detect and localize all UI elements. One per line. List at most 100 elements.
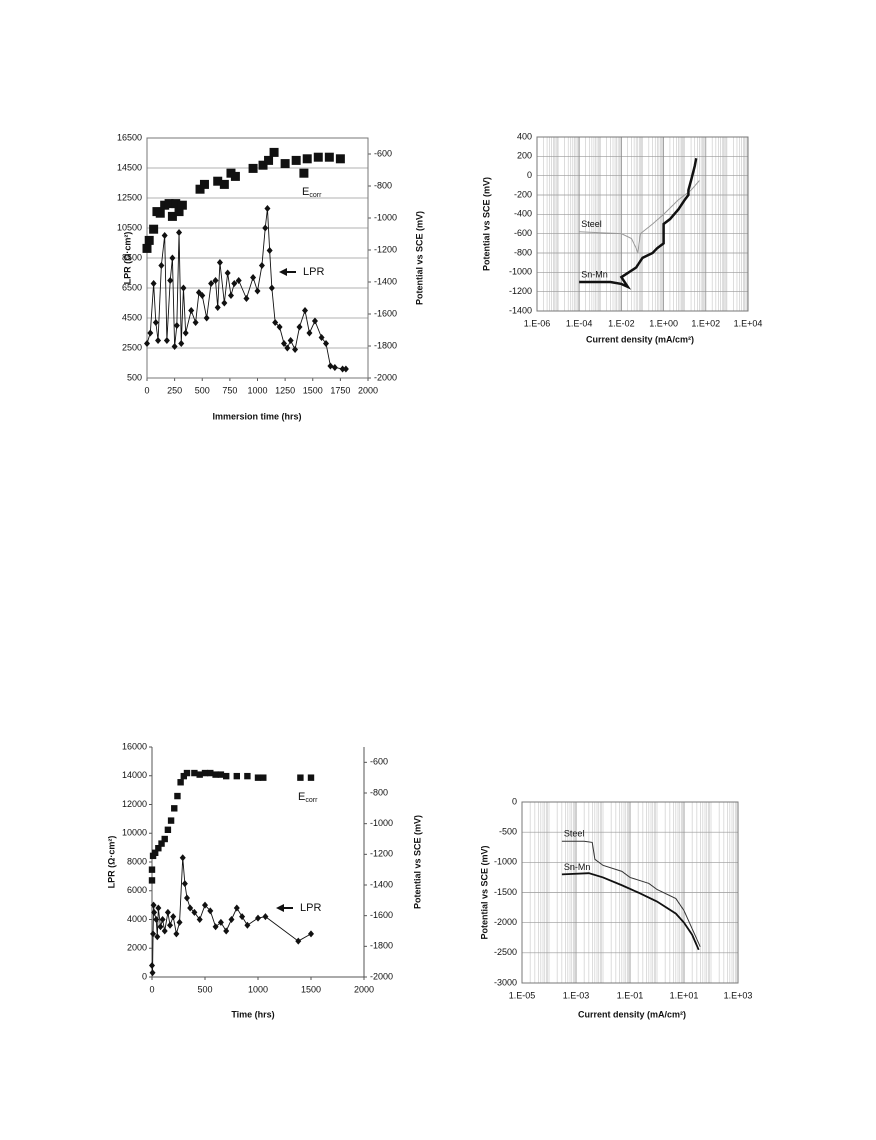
diamond-marker [233,904,240,912]
x-tick-label: 2000 [354,984,374,994]
series-label: Sn-Mn [564,862,591,872]
y-tick-label: -1200 [509,286,532,296]
diamond-marker [327,362,334,370]
square-marker [177,200,187,210]
y-tick-label: -1000 [509,267,532,277]
series-label: LPR [300,902,321,914]
diamond-marker [167,277,174,284]
diamond-marker [244,921,251,929]
y2-axis-label: Potential vs SCE (mV) [414,211,424,305]
y2-tick-label: -600 [374,148,392,158]
y-tick-label: -2500 [494,947,517,957]
square-marker [171,199,181,209]
square-marker [164,826,172,833]
y-tick-label: 12000 [122,799,147,809]
diamond-marker [212,923,219,931]
square-marker [155,845,162,852]
y-tick-label: -3000 [494,977,517,987]
y-tick-label: -1500 [494,887,517,897]
x-axis-label: Immersion time (hrs) [212,411,301,421]
diamond-marker [180,284,187,292]
y2-tick-label: -1000 [374,212,397,222]
diamond-marker [311,317,318,325]
diamond-marker [171,343,178,350]
x-tick-label: 2000 [358,385,378,395]
diamond-marker [292,346,299,353]
square-marker [148,866,156,873]
diamond-marker [151,908,158,916]
y-tick-label: 16500 [117,132,142,142]
diamond-marker [264,205,271,212]
square-marker [280,159,290,169]
x-tick-label: 1.E+03 [724,990,753,1000]
diamond-marker [243,295,250,302]
square-marker [201,769,209,777]
diamond-marker [196,916,203,923]
y2-tick-label: -1400 [374,276,397,286]
y-tick-label: 6500 [122,282,142,292]
square-marker [302,154,312,164]
diamond-marker [150,280,157,287]
diamond-marker [284,344,291,352]
x-tick-label: 1500 [303,385,323,395]
x-tick-label: 1.E+01 [670,990,699,1000]
y-tick-label: 12500 [117,192,142,202]
series-label-text: E [302,186,309,198]
diamond-marker [272,319,279,326]
y-tick-label: 6000 [127,885,147,895]
y2-tick-label: -2000 [374,372,397,382]
square-marker [233,772,240,780]
diamond-marker [208,280,215,287]
series-line [579,158,698,290]
series-line [561,872,700,951]
square-marker [299,168,309,178]
series-line [579,180,700,254]
y-tick-label: 2000 [127,943,147,953]
square-marker [230,171,240,181]
x-axis-label: Time (hrs) [231,1009,274,1019]
label-arrowhead [279,268,287,276]
diamond-marker [318,334,325,341]
diamond-marker [170,913,177,921]
diamond-marker [191,908,198,916]
y2-tick-label: -1200 [374,244,397,254]
y2-tick-label: -1400 [370,879,393,889]
square-marker [291,155,301,165]
diamond-marker [221,299,228,307]
diamond-marker [150,930,157,938]
x-tick-label: 1.E-02 [608,318,635,328]
square-marker [335,154,345,164]
diamond-marker [188,307,195,314]
y-tick-label: 500 [127,372,142,382]
diamond-marker [149,962,155,969]
square-marker [167,211,177,221]
diamond-marker [144,340,150,347]
y-tick-label: -2000 [494,917,517,927]
square-marker [161,835,168,843]
square-marker [151,849,159,856]
square-marker [149,224,159,234]
square-marker [174,792,181,800]
y2-tick-label: -800 [370,787,388,797]
diamond-marker [154,933,161,941]
y-tick-label: 4500 [122,312,142,322]
x-tick-label: 1.E+02 [691,318,720,328]
diamond-marker [192,319,199,326]
y-tick-label: 10000 [122,828,147,838]
diamond-marker [176,229,183,236]
square-marker [258,160,268,170]
series-label: Sn-Mn [581,269,608,279]
y2-tick-label: -1800 [370,941,393,951]
x-tick-label: 1.E-06 [524,318,551,328]
series-label-subscript: corr [309,192,322,199]
diamond-marker [173,930,180,938]
square-marker [174,207,184,217]
x-tick-label: 1.E-03 [563,990,590,1000]
diamond-marker [181,880,188,888]
series-label-text: E [298,791,305,803]
diamond-marker [262,224,269,232]
square-marker [212,771,219,778]
diamond-marker [258,262,265,269]
x-tick-label: 1.E-01 [617,990,644,1000]
